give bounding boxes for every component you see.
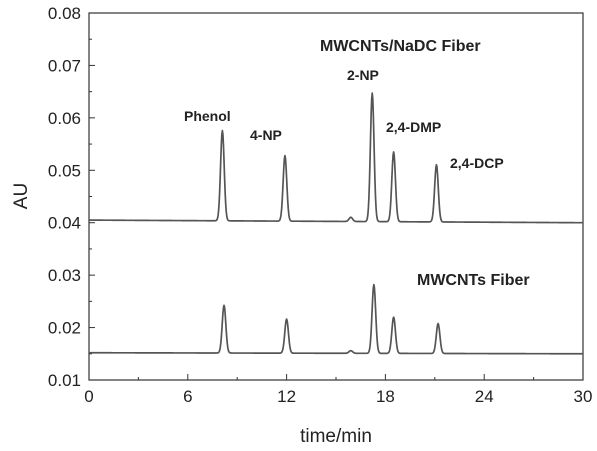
- x-axis-title: time/min: [300, 426, 372, 447]
- peak-label-4-np: 4-NP: [250, 127, 282, 143]
- x-tick-label: 30: [574, 387, 593, 406]
- x-tick-label: 12: [277, 387, 296, 406]
- y-tick-label: 0.08: [48, 4, 81, 23]
- y-tick-label: 0.05: [48, 161, 81, 180]
- plot-frame: [88, 12, 584, 381]
- peak-label-phenol: Phenol: [184, 108, 231, 124]
- series-lines: [88, 92, 584, 355]
- series-label-mwcnts: MWCNTs Fiber: [417, 272, 530, 289]
- series-line-mwcnts-nadc: [88, 92, 584, 224]
- x-tick-label: 18: [376, 387, 395, 406]
- x-tick-label: 0: [84, 387, 93, 406]
- y-tick-label: 0.06: [48, 109, 81, 128]
- y-axis-title: AU: [11, 183, 32, 209]
- peak-label-2-np: 2-NP: [347, 67, 379, 83]
- y-tick-label: 0.07: [48, 56, 81, 75]
- series-label-mwcnts-nadc: MWCNTs/NaDC Fiber: [320, 38, 481, 55]
- y-tick-label: 0.04: [48, 214, 81, 233]
- y-tick-label: 0.02: [48, 319, 81, 338]
- peak-label-2-4-dmp: 2,4-DMP: [386, 119, 441, 135]
- axis-ticks: 0 6 12 18 24 30 0.01 0.02 0.03 0.04 0.05 0.06 0.07 0.…: [48, 4, 593, 406]
- peak-label-2-4-dcp: 2,4-DCP: [450, 155, 504, 171]
- series-line-mwcnts: [88, 283, 584, 355]
- x-tick-label: 24: [475, 387, 494, 406]
- y-tick-label: 0.01: [48, 371, 81, 390]
- x-tick-label: 6: [183, 387, 192, 406]
- y-tick-label: 0.03: [48, 266, 81, 285]
